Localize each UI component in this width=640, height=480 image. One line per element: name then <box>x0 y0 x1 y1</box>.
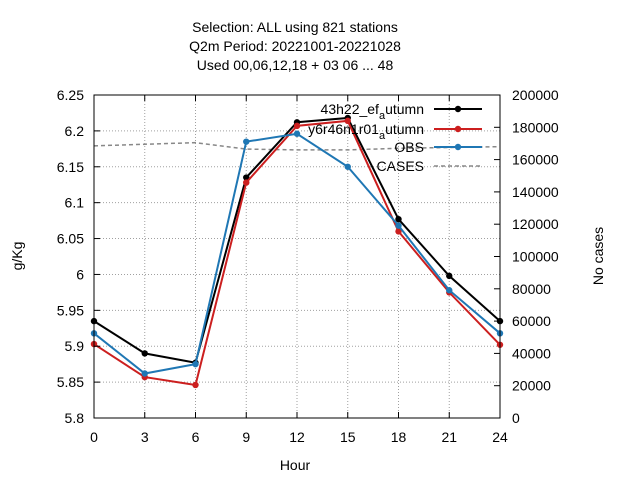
data-point <box>141 350 148 357</box>
data-point <box>446 287 453 294</box>
x-tick-label: 0 <box>90 429 98 445</box>
x-tick-label: 24 <box>492 429 508 445</box>
y2-tick-label: 200000 <box>512 87 559 103</box>
y2-tick-label: 180000 <box>512 119 559 135</box>
legend-label: 43h22_efautumn <box>321 101 424 122</box>
data-point <box>192 381 199 389</box>
data-point <box>395 222 402 229</box>
y2-tick-label: 120000 <box>512 216 559 232</box>
y2-axis-label: No cases <box>590 227 606 285</box>
data-point <box>192 360 199 368</box>
series-obs <box>90 130 504 377</box>
y-axis-label: g/Kg <box>9 242 25 271</box>
legend-label: OBS <box>394 139 424 155</box>
x-tick-label: 18 <box>391 429 407 445</box>
x-tick-label: 6 <box>192 429 200 445</box>
data-point <box>243 174 250 181</box>
legend-label: CASES <box>377 158 424 174</box>
series-cases <box>93 141 501 151</box>
data-point <box>446 272 453 280</box>
legend-entry: y6r46n1r01autumn <box>308 121 482 142</box>
y-tick-label: 6 <box>76 266 84 282</box>
y2-tick-label: 60000 <box>512 313 551 329</box>
legend-entry: OBS <box>394 139 482 155</box>
y2-tick-label: 0 <box>512 410 520 426</box>
series-line <box>93 141 501 151</box>
x-tick-label: 12 <box>289 429 305 445</box>
data-point <box>293 130 301 137</box>
y-tick-label: 6.15 <box>57 159 84 175</box>
x-tick-label: 21 <box>441 429 457 445</box>
grid <box>94 95 500 418</box>
y2-tick-label: 20000 <box>512 378 551 394</box>
chart-title: Selection: ALL using 821 stations Q2m Pe… <box>189 19 401 73</box>
data-point <box>344 117 351 125</box>
chart-title-line-1: Selection: ALL using 821 stations <box>192 19 398 35</box>
legend-label: y6r46n1r01autumn <box>308 121 424 142</box>
y-tick-label: 5.95 <box>57 302 84 318</box>
y-tick-label: 5.9 <box>65 338 85 354</box>
chart-title-line-2: Q2m Period: 20221001-20221028 <box>189 38 401 54</box>
data-point <box>243 138 250 145</box>
data-point <box>395 228 402 235</box>
y-tick-label: 5.85 <box>57 374 84 390</box>
series-line <box>93 132 501 375</box>
x-tick-label: 15 <box>340 429 356 445</box>
legend-entry: CASES <box>377 158 482 174</box>
x-tick-label: 3 <box>141 429 149 445</box>
y-tick-label: 6.1 <box>65 195 85 211</box>
y-tick-label: 6.25 <box>57 87 84 103</box>
series-layer <box>90 114 504 389</box>
axis-ticks: 0 3 6 9 12 15 18 21 24 5.8 5.85 5.9 5.95 6 6.05 6.1 6.15… <box>57 87 559 445</box>
data-point <box>395 215 402 223</box>
legend-marker <box>454 105 462 113</box>
y2-tick-label: 100000 <box>512 249 559 265</box>
y-tick-label: 6.05 <box>57 231 84 247</box>
series-line <box>93 119 501 387</box>
data-point <box>141 370 148 377</box>
y-tick-label: 6.2 <box>65 123 85 139</box>
y2-tick-label: 160000 <box>512 152 559 168</box>
legend-marker <box>454 143 462 151</box>
data-point <box>344 163 351 170</box>
legend-entry: 43h22_efautumn <box>321 101 482 122</box>
x-tick-label: 9 <box>242 429 250 445</box>
data-point <box>243 179 250 186</box>
y2-tick-label: 140000 <box>512 184 559 200</box>
chart-title-line-3: Used 00,06,12,18 + 03 06 ... 48 <box>197 57 394 73</box>
y-tick-label: 5.8 <box>65 410 85 426</box>
legend-marker <box>454 125 462 133</box>
data-point <box>293 122 301 130</box>
x-axis-label: Hour <box>280 457 311 473</box>
y2-tick-label: 40000 <box>512 345 551 361</box>
y2-tick-label: 80000 <box>512 281 551 297</box>
